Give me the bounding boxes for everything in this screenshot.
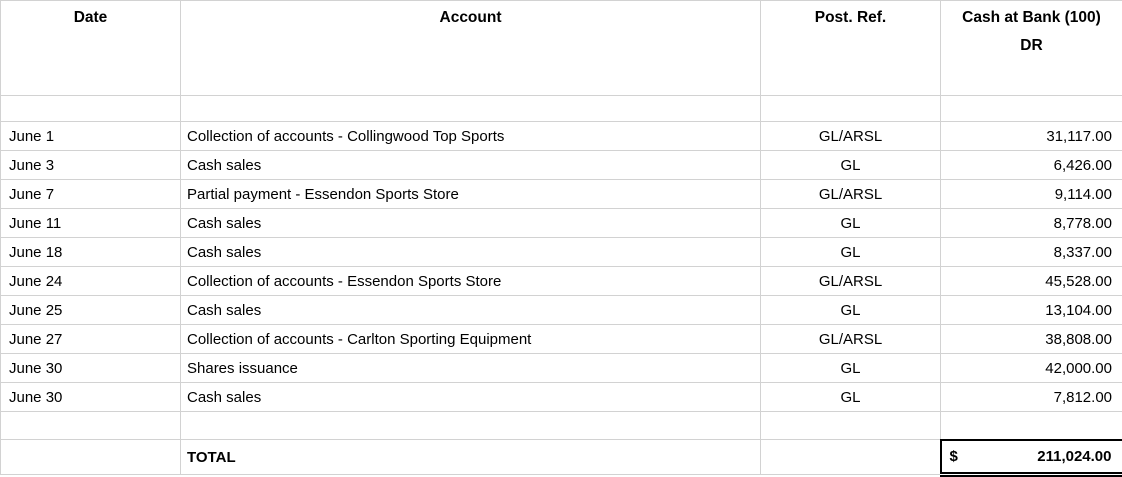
cell-account: Cash sales — [181, 209, 761, 238]
column-header-amount-line2: DR — [941, 32, 1122, 60]
cell-account: Collection of accounts - Essendon Sports… — [181, 267, 761, 296]
cell-amount: 8,337.00 — [941, 238, 1122, 267]
cell-account: Shares issuance — [181, 354, 761, 383]
total-label: TOTAL — [181, 440, 761, 475]
journal-row: June 24 Collection of accounts - Essendo… — [1, 267, 1122, 296]
empty-cell — [181, 412, 761, 440]
column-header-post-ref: Post. Ref. — [761, 1, 941, 96]
cell-post-ref: GL — [761, 354, 941, 383]
cell-amount: 31,117.00 — [941, 122, 1122, 151]
cell-amount: 7,812.00 — [941, 383, 1122, 412]
cell-amount: 13,104.00 — [941, 296, 1122, 325]
empty-cell — [761, 412, 941, 440]
cell-account: Collection of accounts - Carlton Sportin… — [181, 325, 761, 354]
journal-row: June 3 Cash sales GL 6,426.00 — [1, 151, 1122, 180]
journal-row: June 30 Cash sales GL 7,812.00 — [1, 383, 1122, 412]
journal-row: June 7 Partial payment - Essendon Sports… — [1, 180, 1122, 209]
cell-post-ref: GL — [761, 383, 941, 412]
cell-date: June 7 — [1, 180, 181, 209]
cell-post-ref: GL/ARSL — [761, 180, 941, 209]
cell-date: June 27 — [1, 325, 181, 354]
journal-row: June 11 Cash sales GL 8,778.00 — [1, 209, 1122, 238]
cell-amount: 6,426.00 — [941, 151, 1122, 180]
cell-date: June 30 — [1, 383, 181, 412]
total-amount-wrapper: $ 211,024.00 — [942, 448, 1122, 465]
column-header-account: Account — [181, 1, 761, 96]
cell-account: Partial payment - Essendon Sports Store — [181, 180, 761, 209]
cell-post-ref: GL — [761, 151, 941, 180]
empty-cell — [181, 96, 761, 122]
empty-cell — [941, 412, 1122, 440]
cell-account: Cash sales — [181, 238, 761, 267]
total-amount-cell: $ 211,024.00 — [941, 440, 1122, 475]
cell-date: June 24 — [1, 267, 181, 296]
column-header-date: Date — [1, 1, 181, 96]
cell-amount: 38,808.00 — [941, 325, 1122, 354]
cell-date: June 25 — [1, 296, 181, 325]
cell-post-ref: GL/ARSL — [761, 267, 941, 296]
spacer-row-top — [1, 96, 1122, 122]
cell-date: June 1 — [1, 122, 181, 151]
cell-post-ref: GL — [761, 296, 941, 325]
empty-cell — [1, 440, 181, 475]
empty-cell — [941, 96, 1122, 122]
cell-amount: 8,778.00 — [941, 209, 1122, 238]
column-header-amount-line1: Cash at Bank (100) — [941, 4, 1122, 32]
cell-date: June 18 — [1, 238, 181, 267]
journal-rows: June 1 Collection of accounts - Collingw… — [1, 122, 1122, 412]
cell-date: June 30 — [1, 354, 181, 383]
cell-account: Collection of accounts - Collingwood Top… — [181, 122, 761, 151]
total-amount-value: 211,024.00 — [1037, 448, 1111, 465]
empty-cell — [761, 96, 941, 122]
cell-date: June 3 — [1, 151, 181, 180]
cell-account: Cash sales — [181, 151, 761, 180]
empty-cell — [761, 440, 941, 475]
journal-row: June 1 Collection of accounts - Collingw… — [1, 122, 1122, 151]
empty-cell — [1, 96, 181, 122]
journal-row: June 18 Cash sales GL 8,337.00 — [1, 238, 1122, 267]
cell-post-ref: GL — [761, 238, 941, 267]
cell-amount: 45,528.00 — [941, 267, 1122, 296]
cell-post-ref: GL/ARSL — [761, 325, 941, 354]
footer-rows: TOTAL $ 211,024.00 — [1, 412, 1122, 475]
cell-account: Cash sales — [181, 296, 761, 325]
cell-post-ref: GL — [761, 209, 941, 238]
journal-row: June 30 Shares issuance GL 42,000.00 — [1, 354, 1122, 383]
total-row: TOTAL $ 211,024.00 — [1, 440, 1122, 475]
empty-cell — [1, 412, 181, 440]
header-row: Date Account Post. Ref. Cash at Bank (10… — [1, 1, 1122, 96]
journal-row: June 27 Collection of accounts - Carlton… — [1, 325, 1122, 354]
cell-account: Cash sales — [181, 383, 761, 412]
journal-row: June 25 Cash sales GL 13,104.00 — [1, 296, 1122, 325]
spacer-row-bottom — [1, 412, 1122, 440]
cell-amount: 9,114.00 — [941, 180, 1122, 209]
cell-date: June 11 — [1, 209, 181, 238]
cell-post-ref: GL/ARSL — [761, 122, 941, 151]
column-header-amount: Cash at Bank (100) DR — [941, 1, 1122, 96]
cell-amount: 42,000.00 — [941, 354, 1122, 383]
currency-symbol: $ — [950, 448, 958, 465]
